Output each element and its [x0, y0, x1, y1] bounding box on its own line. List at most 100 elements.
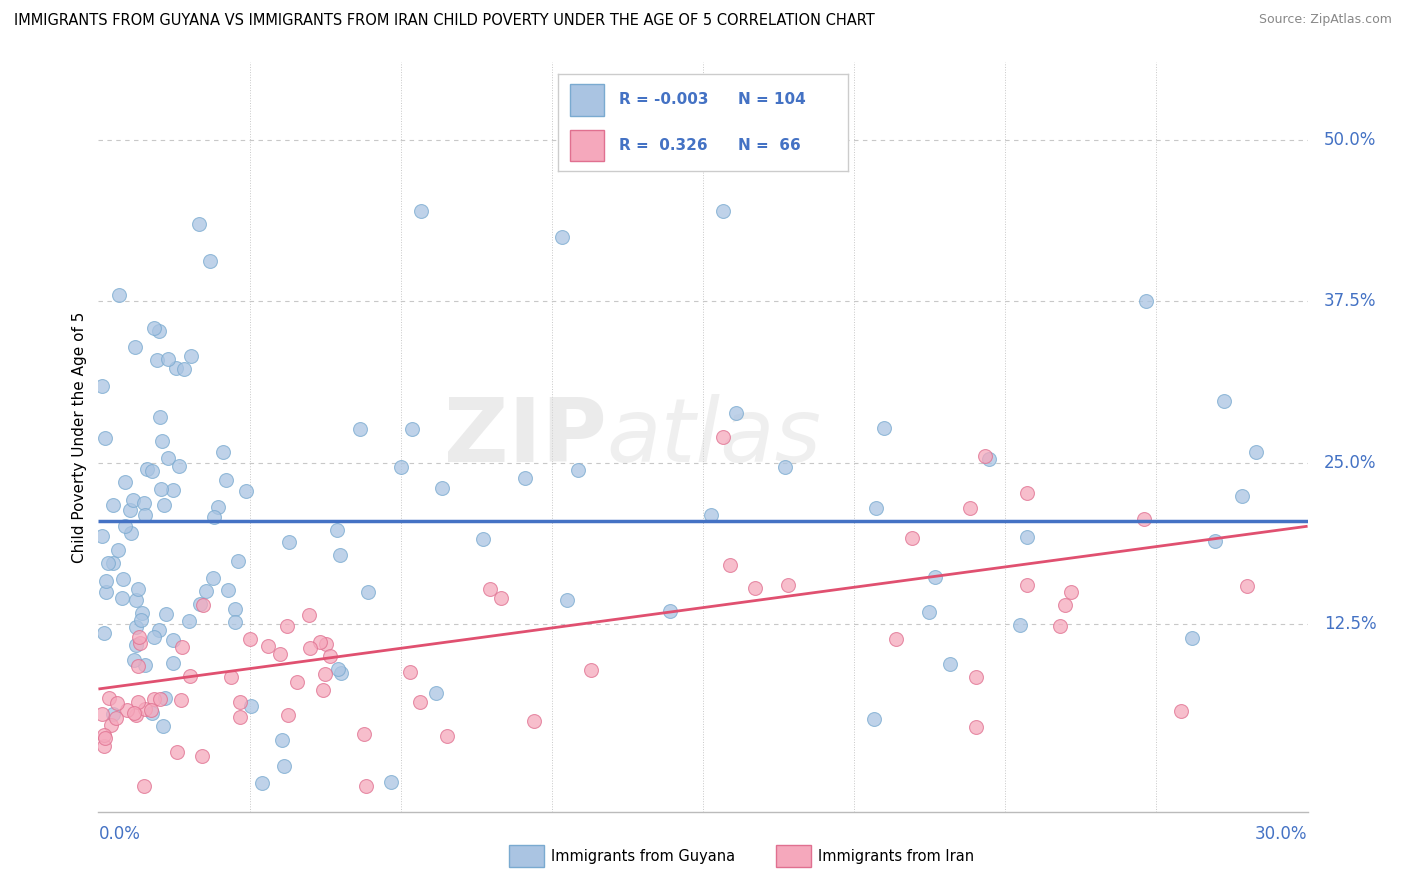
Point: [91, 707, 114, 722]
Point: [127, 582, 149, 596]
Point: [177, 614, 200, 628]
Point: [1213, 394, 1236, 409]
Point: [115, 703, 138, 717]
Text: Source: ZipAtlas.com: Source: ZipAtlas.com: [1258, 13, 1392, 27]
Point: [122, 706, 145, 721]
Point: [141, 706, 163, 720]
Point: [114, 475, 136, 490]
Point: [93, 739, 115, 753]
Point: [195, 583, 218, 598]
Point: [111, 572, 134, 586]
Point: [349, 422, 371, 436]
Point: [125, 707, 148, 722]
Point: [1060, 584, 1083, 599]
Text: ZIP: ZIP: [443, 393, 606, 481]
Point: [162, 483, 184, 498]
Text: 50.0%: 50.0%: [1323, 131, 1376, 149]
Point: [134, 658, 156, 673]
Text: IMMIGRANTS FROM GUYANA VS IMMIGRANTS FROM IRAN CHILD POVERTY UNDER THE AGE OF 5 : IMMIGRANTS FROM GUYANA VS IMMIGRANTS FRO…: [14, 13, 875, 29]
Point: [918, 605, 941, 619]
Point: [725, 406, 748, 420]
Point: [125, 620, 148, 634]
Point: [91, 529, 114, 543]
Point: [354, 779, 377, 793]
Point: [965, 720, 987, 734]
Point: [148, 623, 170, 637]
Point: [215, 473, 238, 487]
Text: atlas: atlas: [606, 394, 821, 480]
Point: [401, 422, 423, 436]
Point: [523, 714, 546, 728]
Point: [884, 632, 907, 646]
Point: [104, 711, 127, 725]
Point: [121, 492, 143, 507]
Point: [744, 581, 766, 595]
Point: [298, 608, 321, 623]
Point: [145, 352, 167, 367]
Point: [179, 669, 201, 683]
Point: [711, 204, 734, 219]
Point: [124, 638, 146, 652]
Point: [96, 585, 118, 599]
Point: [718, 558, 741, 572]
Point: [139, 703, 162, 717]
Point: [312, 682, 335, 697]
Point: [226, 553, 249, 567]
Point: [224, 601, 246, 615]
Point: [1170, 705, 1192, 719]
Point: [1015, 578, 1038, 592]
Text: 0.0%: 0.0%: [98, 824, 141, 843]
Point: [277, 535, 299, 549]
Point: [149, 409, 172, 424]
Point: [169, 693, 191, 707]
Point: [170, 640, 193, 655]
Point: [314, 667, 336, 681]
Point: [873, 421, 896, 435]
Point: [157, 352, 180, 367]
Point: [224, 615, 246, 629]
Point: [150, 482, 173, 496]
Point: [974, 450, 997, 464]
Point: [1236, 579, 1258, 593]
Point: [252, 776, 274, 790]
Point: [380, 774, 402, 789]
Point: [91, 379, 114, 393]
Point: [114, 519, 136, 533]
Point: [239, 698, 262, 713]
Point: [191, 748, 214, 763]
Point: [149, 692, 172, 706]
Point: [959, 501, 981, 516]
Point: [389, 459, 412, 474]
Point: [298, 640, 321, 655]
Point: [273, 759, 295, 773]
Point: [143, 320, 166, 334]
Point: [1010, 617, 1032, 632]
Point: [425, 685, 447, 699]
Point: [315, 637, 337, 651]
Text: 12.5%: 12.5%: [1323, 615, 1376, 633]
Point: [165, 360, 187, 375]
Point: [94, 431, 117, 445]
Point: [150, 434, 173, 448]
Point: [124, 340, 146, 354]
Point: [776, 578, 799, 592]
Point: [142, 692, 165, 706]
Point: [924, 570, 946, 584]
Point: [207, 500, 229, 514]
Point: [1132, 511, 1154, 525]
Point: [97, 690, 120, 705]
Point: [93, 626, 115, 640]
Point: [202, 509, 225, 524]
Point: [436, 729, 458, 743]
Point: [152, 719, 174, 733]
Point: [276, 707, 298, 722]
Point: [173, 362, 195, 376]
Text: 37.5%: 37.5%: [1323, 293, 1376, 310]
Point: [659, 604, 682, 618]
Point: [257, 640, 280, 654]
Point: [148, 325, 170, 339]
Point: [132, 779, 155, 793]
Text: Immigrants from Iran: Immigrants from Iran: [818, 849, 974, 863]
Point: [93, 731, 115, 745]
Point: [863, 712, 886, 726]
